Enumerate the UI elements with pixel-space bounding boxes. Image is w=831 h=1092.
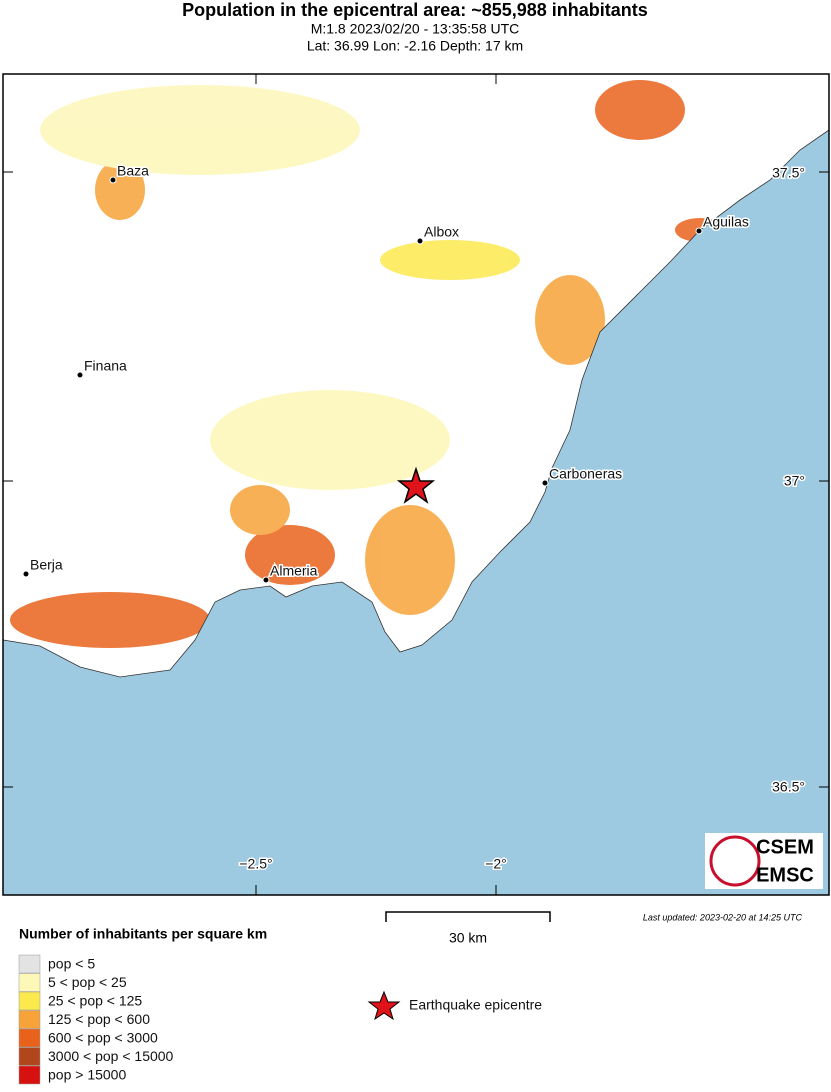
legend-swatch	[18, 1010, 41, 1029]
sea	[2, 129, 830, 896]
location: Lat: 36.99 Lon: -2.16 Depth: 17 km	[307, 38, 523, 54]
legend-swatch	[18, 991, 41, 1011]
city-dot	[76, 371, 84, 379]
map-frame	[2, 73, 830, 896]
legend-swatch	[18, 1047, 41, 1066]
event: M:1.8 2023/02/20 - 13:35:58 UTC	[311, 21, 520, 37]
legend-label: 25 < pop < 125	[48, 993, 142, 1009]
legend-label: pop > 15000	[48, 1067, 126, 1083]
legend-label: 5 < pop < 25	[48, 974, 127, 990]
logo-text: EMSC	[756, 864, 814, 886]
population-patches	[10, 80, 725, 648]
legend-label: 600 < pop < 3000	[48, 1030, 158, 1046]
city-label: Baza	[117, 163, 149, 179]
legend-epicentre: Earthquake epicentre	[409, 997, 542, 1013]
city-label: Carboneras	[549, 466, 622, 482]
city-dot	[541, 479, 549, 487]
city-dot	[22, 570, 30, 578]
city-label: Finana	[84, 358, 127, 374]
city-label: Berja	[30, 557, 63, 573]
logo-text: CSEM	[756, 836, 814, 858]
last-updated: Last updated: 2023-02-20 at 14:25 UTC	[643, 912, 803, 922]
legend-swatch	[18, 954, 41, 974]
legend-label: pop < 5	[48, 956, 95, 972]
lat-label: 37.5°	[772, 165, 805, 181]
legend-swatch	[18, 1065, 41, 1085]
legend-swatch	[18, 1028, 41, 1048]
city-dot	[695, 227, 703, 235]
epicentre-star	[396, 466, 436, 504]
legend-label: 3000 < pop < 15000	[48, 1048, 174, 1064]
legend: pop < 5 5 < pop < 25 25 < pop < 125 125 < p…	[18, 954, 174, 1085]
scale-bar	[385, 911, 551, 922]
city-dot	[109, 176, 117, 184]
map: 37.5° 37° 36.5° −2.5° −2° Baza Albox Aguil…	[2, 73, 830, 896]
city-label: Aguilas	[703, 214, 749, 230]
cities: Baza Albox Aguilas Finana Carboneras Berja Alm…	[22, 161, 750, 584]
legend-title: Number of inhabitants per square km	[19, 926, 267, 942]
legend-label: 125 < pop < 600	[48, 1011, 150, 1027]
scale-label: 30 km	[449, 930, 487, 946]
title: Population in the epicentral area: ~855,…	[182, 0, 648, 20]
city-label: Albox	[424, 224, 459, 240]
legend-swatch	[18, 973, 41, 992]
city-dot	[262, 576, 270, 584]
lon-label: −2°	[485, 856, 507, 872]
city-dot	[416, 237, 424, 245]
legend-star	[367, 990, 401, 1021]
lon-label: −2.5°	[239, 856, 272, 872]
city-label: Almeria	[270, 563, 318, 579]
logo: CSEM EMSC	[705, 833, 823, 889]
ticks	[3, 74, 829, 895]
lat-label: 36.5°	[772, 779, 805, 795]
lat-label: 37°	[784, 473, 805, 489]
